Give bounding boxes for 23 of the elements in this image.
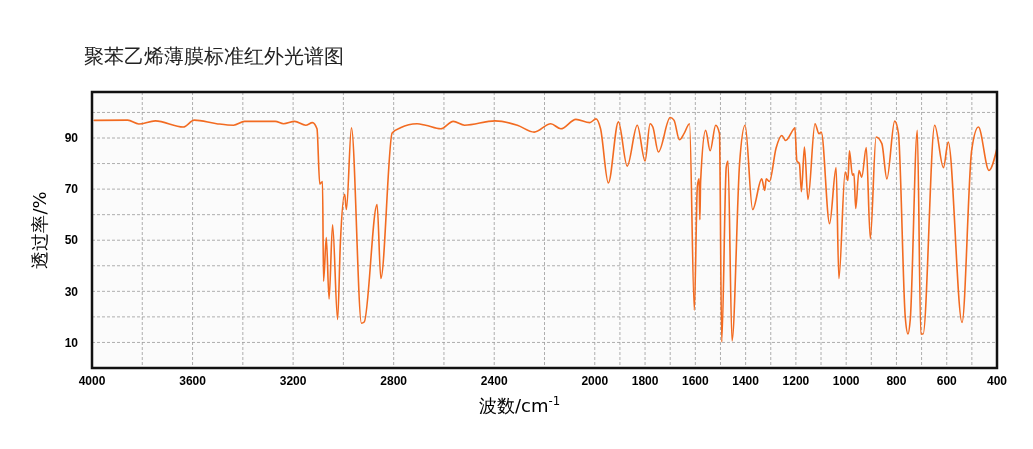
x-tick-label: 3600 [179, 374, 207, 388]
x-tick-label: 1600 [681, 374, 709, 388]
y-axis-title: 透过率/% [29, 191, 50, 269]
x-tick-label: 1800 [631, 374, 659, 388]
x-tick-label: 1000 [832, 374, 860, 388]
y-tick-label: 90 [64, 131, 79, 146]
x-tick-label: 2400 [480, 374, 508, 388]
x-tick-label: 2800 [380, 374, 408, 388]
x-tick-label: 4000 [78, 374, 106, 388]
x-tick-label: 1400 [732, 374, 760, 388]
y-tick-label: 10 [64, 335, 79, 350]
x-tick-label: 2000 [581, 374, 609, 388]
y-tick-label: 30 [64, 284, 79, 299]
x-axis-title: 波数/cm$^{-1}$ [478, 394, 561, 416]
x-tick-label: 1200 [782, 374, 810, 388]
x-tick-label: 3200 [279, 374, 307, 388]
line-series [93, 116, 998, 343]
chart-title: 聚苯乙烯薄膜标准红外光谱图 [84, 44, 344, 68]
y-tick-label: 70 [64, 182, 79, 197]
x-tick-label: 800 [886, 374, 907, 388]
y-tick-label: 50 [64, 233, 79, 248]
x-tick-label: 600 [936, 374, 958, 388]
x-tick-label: 400 [986, 374, 1008, 388]
